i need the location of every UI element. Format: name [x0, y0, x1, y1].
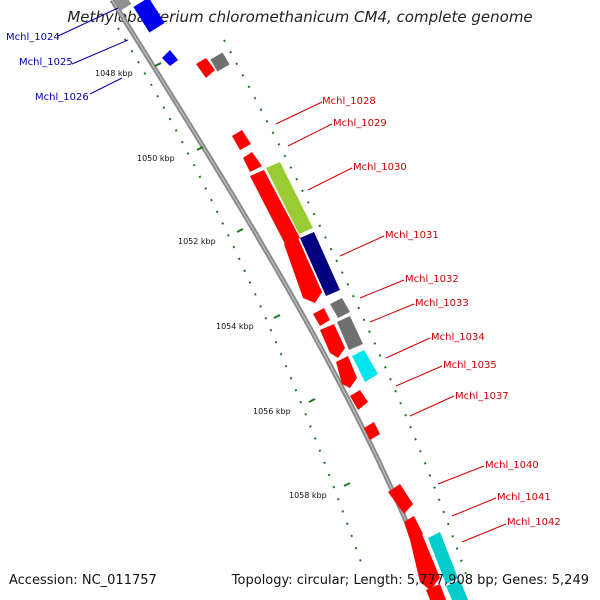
leader-mchl-1034 — [385, 337, 431, 359]
gene-mchl-1031a[interactable] — [284, 238, 322, 303]
gene-mchl-1040[interactable] — [388, 484, 413, 514]
gene-label-mchl-1026[interactable]: Mchl_1026 — [35, 92, 89, 103]
gene-mchl-1038[interactable] — [364, 422, 380, 440]
leader-mchl-1035 — [395, 365, 443, 387]
gene-mchl-1027b[interactable] — [210, 52, 230, 72]
accession-label: Accession: — [9, 573, 78, 588]
gene-mchl-1029[interactable] — [243, 152, 262, 172]
gene-label-mchl-1032[interactable]: Mchl_1032 — [405, 274, 459, 285]
leader-mchl-1031 — [339, 235, 385, 257]
tick-label-1052: 1052 kbp — [178, 237, 216, 246]
map-title: Methylobacterium chloromethanicum CM4, c… — [67, 8, 533, 26]
major-tick-mark — [154, 62, 162, 67]
gene-label-mchl-1030[interactable]: Mchl_1030 — [353, 162, 407, 173]
leader-mchl-1040 — [437, 465, 485, 485]
genome-backbone-highlight — [111, 0, 439, 600]
leader-mchl-1042 — [461, 523, 507, 543]
gene-label-mchl-1040[interactable]: Mchl_1040 — [485, 460, 539, 471]
leader-mchl-1030 — [307, 167, 353, 191]
gene-label-mchl-1037[interactable]: Mchl_1037 — [455, 391, 509, 402]
gene-mchl-1035[interactable] — [336, 356, 357, 388]
tick-label-1056: 1056 kbp — [253, 407, 291, 416]
gene-mchl-1042[interactable] — [428, 532, 458, 584]
leader-mchl-1041 — [451, 497, 497, 517]
gene-mchl-1029b[interactable] — [250, 170, 300, 244]
gene-label-mchl-1042[interactable]: Mchl_1042 — [507, 517, 561, 528]
gene-mchl-1030[interactable] — [266, 162, 313, 234]
leader-mchl-1028 — [275, 101, 323, 125]
gene-mchl-1033[interactable] — [337, 316, 363, 350]
major-tick-mark — [343, 482, 351, 487]
gene-mchl-1024-tail[interactable] — [114, 0, 132, 11]
leader-mchl-1029 — [287, 123, 333, 147]
length-value: 5,777,908 bp; — [406, 573, 499, 588]
major-tick-mark — [236, 228, 244, 233]
leader-mchl-1032 — [359, 279, 405, 299]
leader-mchl-1024 — [57, 7, 119, 37]
tick-label-1058: 1058 kbp — [289, 491, 327, 500]
length-label: Length: — [353, 573, 403, 588]
major-tick-mark — [308, 398, 316, 403]
ruler-inner — [117, 27, 363, 566]
gene-mchl-1027[interactable] — [196, 58, 215, 78]
gene-mchl-1028[interactable] — [232, 130, 251, 150]
gene-mchl-1032b[interactable] — [313, 308, 330, 326]
gene-mchl-1043[interactable] — [446, 580, 468, 600]
gene-mchl-1042b[interactable] — [410, 534, 440, 590]
topology-value: circular; — [296, 573, 350, 588]
leader-mchl-1033 — [369, 303, 415, 323]
gene-mchl-1043b[interactable] — [426, 584, 446, 600]
leader-mchl-1025 — [71, 39, 129, 65]
gene-mchl-1032[interactable] — [330, 298, 350, 318]
gene-label-mchl-1024[interactable]: Mchl_1024 — [6, 32, 60, 43]
genome-stats: Topology: circular; Length: 5,777,908 bp… — [232, 573, 589, 588]
accession-info: Accession: NC_011757 — [9, 573, 157, 588]
gene-label-mchl-1028[interactable]: Mchl_1028 — [322, 96, 376, 107]
gene-label-mchl-1035[interactable]: Mchl_1035 — [443, 360, 497, 371]
accession-value: NC_011757 — [81, 573, 157, 588]
genes-label: Genes: — [502, 573, 548, 588]
gene-mchl-1033b[interactable] — [320, 324, 345, 358]
gene-label-mchl-1031[interactable]: Mchl_1031 — [385, 230, 439, 241]
leader-mchl-1026 — [89, 77, 123, 95]
gene-label-mchl-1029[interactable]: Mchl_1029 — [333, 118, 387, 129]
gene-mchl-1024[interactable] — [133, 0, 165, 33]
tick-label-1050: 1050 kbp — [137, 154, 175, 163]
leader-mchl-1037 — [409, 395, 455, 417]
topology-label: Topology: — [231, 573, 293, 588]
gene-label-mchl-1033[interactable]: Mchl_1033 — [415, 298, 469, 309]
gene-mchl-1041[interactable] — [404, 516, 423, 540]
gene-mchl-1034[interactable] — [352, 350, 378, 382]
tick-label-1054: 1054 kbp — [216, 322, 254, 331]
major-tick-mark — [273, 314, 281, 319]
major-tick-mark — [196, 146, 204, 151]
genes-value: 5,249 — [551, 573, 589, 588]
genome-backbone — [109, 0, 441, 600]
gene-label-mchl-1034[interactable]: Mchl_1034 — [431, 332, 485, 343]
tick-label-1048: 1048 kbp — [95, 69, 133, 78]
gene-label-mchl-1025[interactable]: Mchl_1025 — [19, 57, 73, 68]
gene-mchl-1026[interactable] — [162, 50, 178, 66]
gene-mchl-1031[interactable] — [300, 232, 340, 296]
gene-label-mchl-1041[interactable]: Mchl_1041 — [497, 492, 551, 503]
gene-mchl-1037[interactable] — [350, 390, 368, 410]
